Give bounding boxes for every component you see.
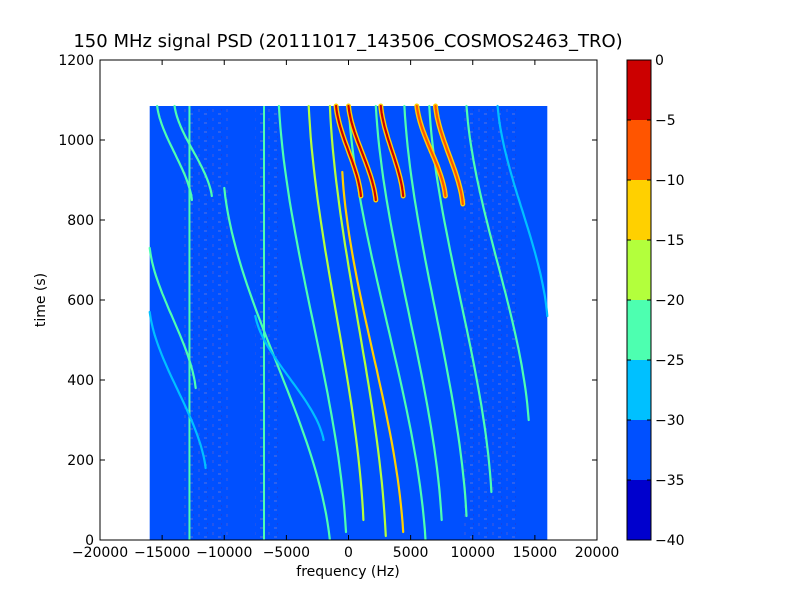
signal-trace <box>328 104 387 538</box>
colorbar-segment <box>627 120 651 180</box>
plot-area <box>148 103 549 540</box>
colorbar-segment <box>627 360 651 420</box>
colorbar-tick-label: 0 <box>655 53 664 69</box>
bright-trace <box>347 104 377 202</box>
signal-trace <box>465 104 530 422</box>
chart-title: 150 MHz signal PSD (20111017_143506_COSM… <box>73 31 622 52</box>
y-tick-label: 1200 <box>58 53 94 69</box>
colorbar-segment <box>627 420 651 480</box>
x-tick-label: 5000 <box>393 545 429 561</box>
x-axis: −20000 −15000 −10000 −5000 0 5000 10000 15000 20… <box>72 60 619 561</box>
y-axis-label: time (s) <box>33 273 49 327</box>
colorbar-tick-label: −15 <box>655 233 685 249</box>
x-tick-label: 0 <box>344 545 353 561</box>
noise-band <box>180 106 231 540</box>
colorbar-tick-label: −40 <box>655 533 685 549</box>
x-tick-label: 20000 <box>575 545 620 561</box>
signal-trace <box>307 104 365 522</box>
x-tick-label: 15000 <box>513 545 558 561</box>
colorbar-tick-label: −25 <box>655 353 685 369</box>
colorbar-segment <box>627 180 651 240</box>
bright-trace <box>415 104 447 198</box>
colorbar-segment <box>627 300 651 360</box>
noise-band <box>460 106 517 540</box>
y-axis: 0 200 400 600 800 1000 1200 <box>58 53 597 549</box>
y-tick-label: 400 <box>67 373 94 389</box>
x-axis-label: frequency (Hz) <box>296 564 399 580</box>
bright-trace <box>379 104 405 198</box>
colorbar-segment <box>627 480 651 540</box>
signal-trace <box>277 104 348 534</box>
signal-trace <box>374 104 443 522</box>
x-tick-label: −15000 <box>134 545 190 561</box>
signal-trace <box>173 104 213 198</box>
signal-trace <box>148 310 207 470</box>
noise-band <box>255 106 281 540</box>
x-tick-label: −10000 <box>196 545 252 561</box>
x-tick-label: 10000 <box>450 545 495 561</box>
colorbar-segment <box>627 60 651 120</box>
signal-trace <box>496 104 549 318</box>
signal-trace <box>156 104 193 202</box>
y-tick-label: 600 <box>67 293 94 309</box>
colorbar: 0 −5 −10 −15 −20 −25 −30 −35 −40 <box>626 53 685 549</box>
y-tick-label: 200 <box>67 453 94 469</box>
signal-trace <box>341 170 405 534</box>
y-tick-label: 0 <box>85 533 94 549</box>
y-tick-label: 1000 <box>58 133 94 149</box>
x-tick-label: −5000 <box>263 545 310 561</box>
colorbar-tick-label: −35 <box>655 473 685 489</box>
colorbar-tick-label: −5 <box>655 113 676 129</box>
colorbar-tick-label: −10 <box>655 173 685 189</box>
colorbar-tick-label: −20 <box>655 293 685 309</box>
colorbar-tick-label: −30 <box>655 413 685 429</box>
y-tick-label: 800 <box>67 213 94 229</box>
signal-trace <box>428 104 493 494</box>
signal-trace <box>403 104 468 518</box>
signal-trace <box>148 246 197 390</box>
signal-trace <box>223 186 331 540</box>
x-tick-label: −20000 <box>72 545 128 561</box>
colorbar-segment <box>627 240 651 300</box>
bright-trace <box>434 104 464 206</box>
bright-trace <box>335 104 362 198</box>
signal-trace <box>254 314 325 442</box>
